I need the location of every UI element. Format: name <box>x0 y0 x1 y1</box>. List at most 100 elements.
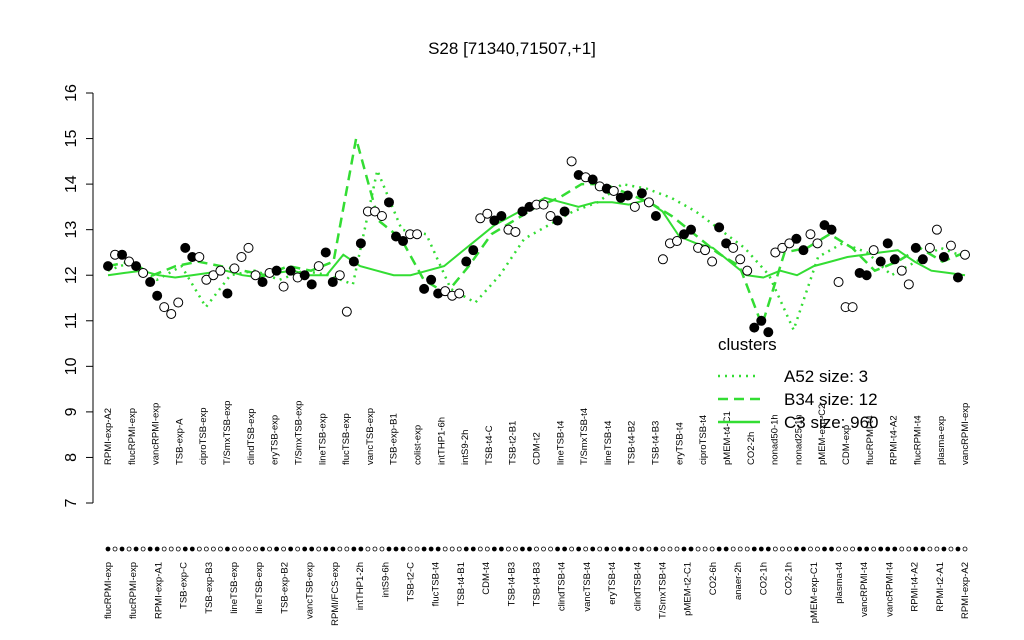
rug-dot <box>808 546 813 552</box>
point <box>686 224 697 235</box>
x-label: T/SmxTSB-t4 <box>658 562 669 619</box>
point <box>271 265 282 276</box>
x-label: eryTSB-t4 <box>607 562 618 605</box>
rug-dot <box>653 546 659 552</box>
x-label: pMEM-exp-C2 <box>817 404 828 465</box>
rug-dot <box>716 546 722 552</box>
rug-dot <box>351 546 357 552</box>
rug-dot <box>801 546 806 552</box>
x-label: TSB-t4-B3 <box>651 421 662 465</box>
point <box>728 242 739 253</box>
rug-dot <box>871 546 877 552</box>
rug-dot <box>253 546 258 552</box>
rug-dot <box>569 546 575 552</box>
rug-dot <box>864 546 870 552</box>
point <box>131 261 142 272</box>
x-label: lineTSB-t4 <box>555 421 566 465</box>
point <box>657 254 668 265</box>
rug-dot <box>625 546 631 552</box>
x-label: CO2-1h <box>784 562 795 595</box>
x-label: flucRPMI-exp <box>103 562 114 619</box>
rug-dot <box>210 546 216 552</box>
rug-dot <box>611 546 617 552</box>
x-label: RPMI-exp-A2 <box>103 408 114 465</box>
rug-dot <box>281 546 287 552</box>
y-tick-label: 14 <box>63 175 80 193</box>
rug-dot <box>815 546 820 552</box>
rug-dot <box>161 546 167 552</box>
chart-title: S28 [71340,71507,+1] <box>428 39 596 58</box>
point <box>931 224 942 235</box>
rug-dot <box>484 546 490 552</box>
point <box>924 242 935 253</box>
rug-dot <box>456 546 462 552</box>
rug-dot <box>681 546 687 552</box>
rug-dot <box>274 546 279 552</box>
rug-dot <box>232 546 237 552</box>
rug-dot <box>260 546 265 552</box>
x-label: nonad25-1h <box>793 414 804 465</box>
x-label: TSB-exp-B3 <box>204 562 215 614</box>
point <box>250 270 261 281</box>
rug-dot <box>365 546 371 552</box>
x-label: clindTSB-t4 <box>557 562 568 611</box>
point <box>496 211 507 221</box>
rug-dot <box>934 546 940 552</box>
point <box>348 256 359 267</box>
rug-dot <box>702 546 708 552</box>
x-label: TSB-t4-B3 <box>506 562 517 606</box>
x-label: eryTSB-exp <box>270 415 281 465</box>
rug-dot <box>576 546 582 552</box>
rug-dot <box>175 546 181 552</box>
rug-dot <box>449 546 455 552</box>
point <box>145 277 156 288</box>
rug-dot <box>147 546 153 552</box>
y-tick-label: 7 <box>63 498 80 507</box>
rug-dot <box>892 546 898 552</box>
x-label: vancRPMI-t4 <box>859 562 870 617</box>
point <box>868 245 879 256</box>
point <box>847 302 858 313</box>
x-label: CO2-6h <box>708 562 719 595</box>
point <box>819 220 830 231</box>
y-tick-label: 10 <box>63 357 80 375</box>
y-tick-label: 9 <box>63 407 80 416</box>
point <box>454 288 465 299</box>
rug-dot <box>421 546 427 552</box>
x-label: TSB-t2-C <box>405 562 416 602</box>
x-label: flucRPMI-t4 <box>865 415 876 465</box>
x-label: vancRPMI-t4 <box>884 562 895 617</box>
point <box>517 206 528 217</box>
x-label: colist-exp <box>412 425 423 465</box>
point <box>798 245 809 256</box>
point <box>777 242 788 253</box>
rug-dot <box>730 546 736 552</box>
point <box>622 190 633 201</box>
y-tick-label: 11 <box>63 312 80 329</box>
x-label: CO2-1h <box>758 562 769 595</box>
x-label: TSB-t4-B1 <box>456 562 467 606</box>
rug-dot <box>583 546 589 552</box>
point <box>306 279 317 290</box>
x-label: eryTSB-t4 <box>674 422 685 465</box>
x-label: TSB-exp-B1 <box>389 413 400 465</box>
point <box>383 197 394 208</box>
x-label: plasma-t4 <box>834 562 845 604</box>
rug-dot <box>330 546 336 552</box>
rug-dot <box>779 546 785 552</box>
x-label: vancTSB-exp <box>305 562 316 619</box>
rug-dot <box>267 546 272 552</box>
rug-dot <box>323 546 329 552</box>
x-label: intTHP1-6h <box>436 417 447 465</box>
x-label: TSB-t2-B1 <box>508 421 519 465</box>
rug-dot <box>288 546 294 552</box>
rug-dot <box>217 546 223 552</box>
rug-dot <box>878 546 884 552</box>
rug-dot <box>189 546 195 552</box>
point <box>201 274 212 285</box>
x-label: lineTSB-t4 <box>603 421 614 465</box>
point <box>875 256 886 267</box>
rug-dot <box>140 546 146 552</box>
point <box>714 222 725 233</box>
y-tick-label: 12 <box>63 266 80 284</box>
